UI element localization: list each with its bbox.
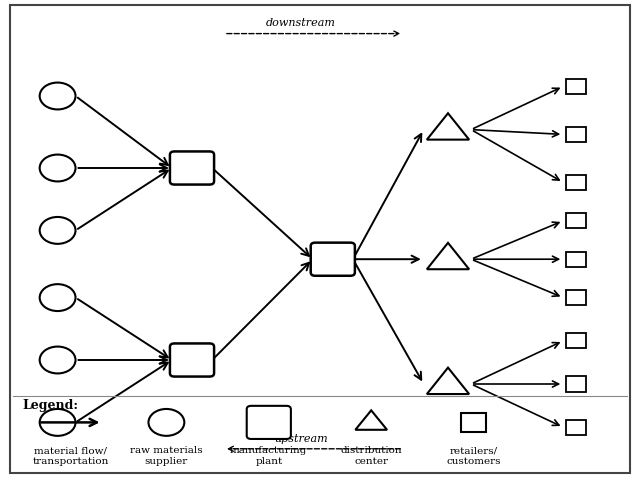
FancyBboxPatch shape (170, 151, 214, 185)
FancyBboxPatch shape (566, 175, 586, 190)
FancyBboxPatch shape (566, 79, 586, 94)
Text: Legend:: Legend: (22, 399, 79, 412)
FancyBboxPatch shape (566, 127, 586, 142)
Text: raw materials
supplier: raw materials supplier (130, 446, 203, 466)
FancyBboxPatch shape (566, 290, 586, 305)
Text: manufacturing
plant: manufacturing plant (230, 446, 307, 466)
Text: upstream: upstream (274, 434, 328, 444)
FancyBboxPatch shape (10, 5, 630, 473)
Text: retailers/
customers: retailers/ customers (446, 446, 501, 466)
FancyBboxPatch shape (566, 333, 586, 348)
FancyBboxPatch shape (566, 420, 586, 435)
FancyBboxPatch shape (170, 344, 214, 376)
Text: distribution
center: distribution center (340, 446, 402, 466)
Text: downstream: downstream (266, 18, 336, 28)
FancyBboxPatch shape (566, 252, 586, 267)
Text: material flow/
transportation: material flow/ transportation (32, 446, 109, 466)
FancyBboxPatch shape (566, 213, 586, 228)
FancyBboxPatch shape (311, 243, 355, 276)
FancyBboxPatch shape (246, 406, 291, 439)
FancyBboxPatch shape (461, 413, 486, 432)
FancyBboxPatch shape (566, 376, 586, 392)
